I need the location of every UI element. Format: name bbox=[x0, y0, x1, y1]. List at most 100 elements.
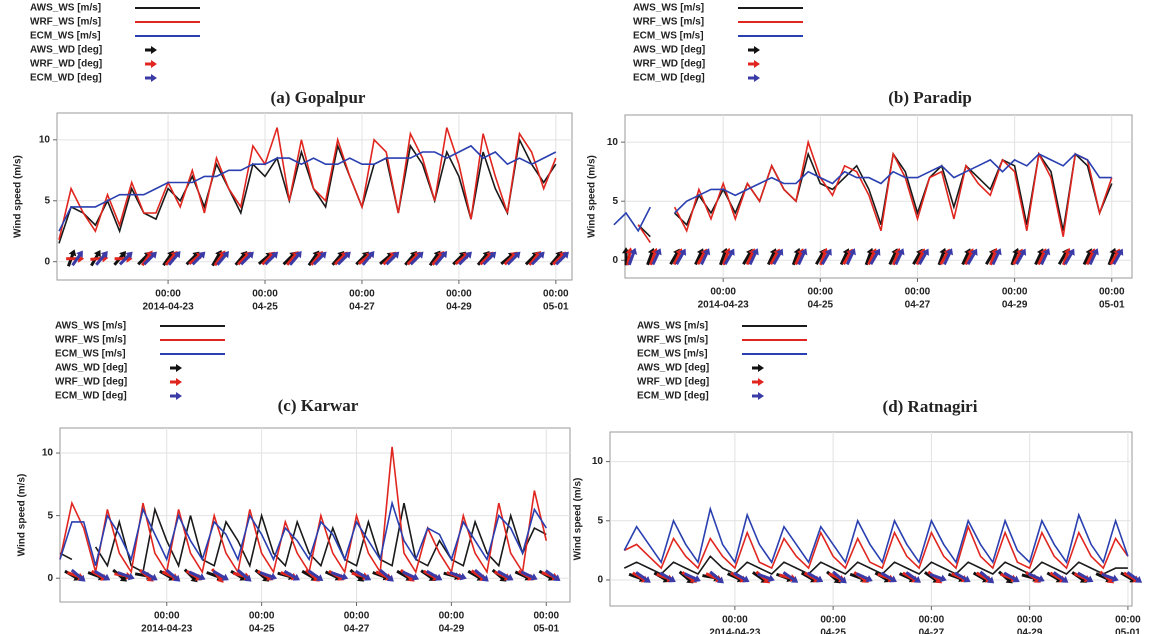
wd-arrow-head bbox=[100, 251, 108, 259]
x-tick-label: 04-25 bbox=[808, 300, 834, 311]
legend-label: AWS_WD [deg] bbox=[633, 45, 705, 56]
wd-arrow-shaft bbox=[520, 570, 534, 579]
wd-arrow-head bbox=[464, 251, 472, 259]
ws-line bbox=[623, 524, 1129, 570]
legend-label: AWS_WS [m/s] bbox=[633, 3, 704, 14]
wd-arrow-shaft bbox=[422, 569, 436, 580]
wd-arrow-head bbox=[643, 575, 651, 583]
wd-arrow-head bbox=[893, 247, 902, 255]
chart-title: (b) Paradip bbox=[888, 88, 972, 107]
wd-arrow-head bbox=[459, 572, 467, 581]
wd-arrow-head bbox=[751, 248, 759, 256]
legend-label: ECM_WS [m/s] bbox=[637, 349, 708, 360]
legend-arrow bbox=[170, 364, 182, 372]
wd-arrow-shaft bbox=[357, 254, 370, 266]
wd-arrow-shaft bbox=[479, 254, 491, 266]
y-axis-label: Wind speed (m/s) bbox=[13, 155, 24, 238]
wd-arrow-shaft bbox=[337, 254, 349, 266]
wd-arrow bbox=[434, 251, 448, 266]
legend-label: AWS_WD [deg] bbox=[55, 363, 127, 374]
wd-arrow bbox=[989, 247, 999, 266]
y-tick-label: 5 bbox=[597, 515, 603, 526]
wd-arrow-shaft bbox=[635, 571, 648, 582]
wd-arrow-shaft bbox=[143, 254, 155, 266]
wd-arrow-head bbox=[173, 251, 181, 259]
legend-label: AWS_WS [m/s] bbox=[55, 321, 126, 332]
wd-arrow bbox=[71, 250, 83, 267]
wd-arrow bbox=[474, 568, 489, 582]
wd-arrow-head bbox=[800, 248, 808, 256]
wd-arrow-shaft bbox=[733, 571, 746, 581]
wd-arrow-shaft bbox=[979, 570, 992, 582]
legend-label: AWS_WD [deg] bbox=[637, 363, 709, 374]
wd-arrow bbox=[307, 569, 324, 581]
wd-arrow-shaft bbox=[458, 254, 470, 266]
wd-arrow-shaft bbox=[806, 571, 820, 581]
wd-arrow bbox=[966, 248, 978, 265]
wd-arrow-shaft bbox=[694, 252, 703, 266]
wd-arrow-shaft bbox=[678, 570, 691, 582]
x-tick-label: 00:00 bbox=[446, 289, 472, 300]
wd-arrow-shaft bbox=[71, 253, 82, 267]
wd-arrow-head bbox=[650, 247, 659, 255]
wd-arrow-shaft bbox=[476, 253, 488, 266]
wd-arrow-head bbox=[1063, 247, 1072, 255]
wd-arrow-shaft bbox=[164, 253, 176, 266]
wd-arrow-shaft bbox=[165, 568, 178, 580]
wd-arrow-shaft bbox=[845, 252, 855, 266]
wd-arrow bbox=[458, 251, 472, 266]
wd-arrow-shaft bbox=[216, 253, 227, 266]
wd-arrow-shaft bbox=[742, 252, 752, 265]
x-tick-label: 05-01 bbox=[533, 624, 559, 634]
wd-arrow bbox=[240, 251, 254, 266]
wd-arrow bbox=[937, 247, 947, 266]
wd-arrow-shaft bbox=[379, 254, 391, 266]
wd-arrow-head bbox=[963, 575, 971, 583]
wd-arrow-shaft bbox=[1003, 571, 1017, 581]
wd-arrow-head bbox=[1042, 248, 1051, 256]
wd-arrow-shaft bbox=[1062, 252, 1070, 266]
wd-arrow-shaft bbox=[530, 254, 543, 266]
wd-arrow bbox=[482, 251, 497, 266]
wd-arrow-shaft bbox=[719, 252, 727, 266]
y-tick-label: 10 bbox=[39, 134, 51, 145]
wd-arrow-shaft bbox=[404, 253, 415, 266]
wd-arrow-head bbox=[78, 574, 86, 582]
wd-arrow bbox=[1040, 248, 1051, 266]
legend-arrow bbox=[752, 378, 764, 386]
wd-arrow-head bbox=[386, 574, 394, 582]
legend-label: WRF_WD [deg] bbox=[30, 59, 102, 70]
wd-arrow bbox=[757, 572, 775, 583]
x-tick-label: 04-25 bbox=[252, 302, 278, 313]
wd-arrow bbox=[1052, 571, 1069, 583]
wd-arrow-head bbox=[221, 573, 229, 581]
wd-arrow-head bbox=[873, 248, 881, 256]
legend-arrow bbox=[145, 60, 157, 68]
wd-arrow bbox=[832, 570, 847, 584]
panel: (d) Ratnagiri Wind speed (m/s) 0 5 10 00:00 20… bbox=[573, 321, 1143, 634]
wd-arrow-head bbox=[654, 248, 662, 256]
wd-arrow-shaft bbox=[434, 253, 446, 266]
wd-arrow-shaft bbox=[915, 252, 924, 266]
wd-arrow-shaft bbox=[304, 568, 317, 580]
wd-arrow-shaft bbox=[236, 568, 249, 580]
wd-arrow-head bbox=[629, 247, 638, 255]
x-tick-label: 05-01 bbox=[543, 302, 569, 313]
legend-label: WRF_WD [deg] bbox=[633, 59, 705, 70]
wd-arrow-head bbox=[716, 576, 724, 584]
wd-arrow-head bbox=[1091, 248, 1099, 256]
wd-arrow bbox=[379, 568, 394, 582]
wd-arrow bbox=[722, 247, 732, 266]
wd-arrow bbox=[979, 570, 995, 584]
legend-arrow-head bbox=[758, 364, 764, 372]
wd-arrow-head bbox=[537, 251, 545, 259]
wd-arrow bbox=[143, 251, 157, 266]
y-tick-label: 10 bbox=[592, 456, 604, 467]
wd-arrow bbox=[361, 251, 375, 266]
legend-arrow bbox=[748, 46, 760, 54]
wd-arrow-head bbox=[319, 251, 327, 259]
wd-arrow-head bbox=[848, 248, 856, 256]
wd-arrow-shaft bbox=[261, 254, 273, 266]
legend-arrow-head bbox=[151, 46, 157, 54]
